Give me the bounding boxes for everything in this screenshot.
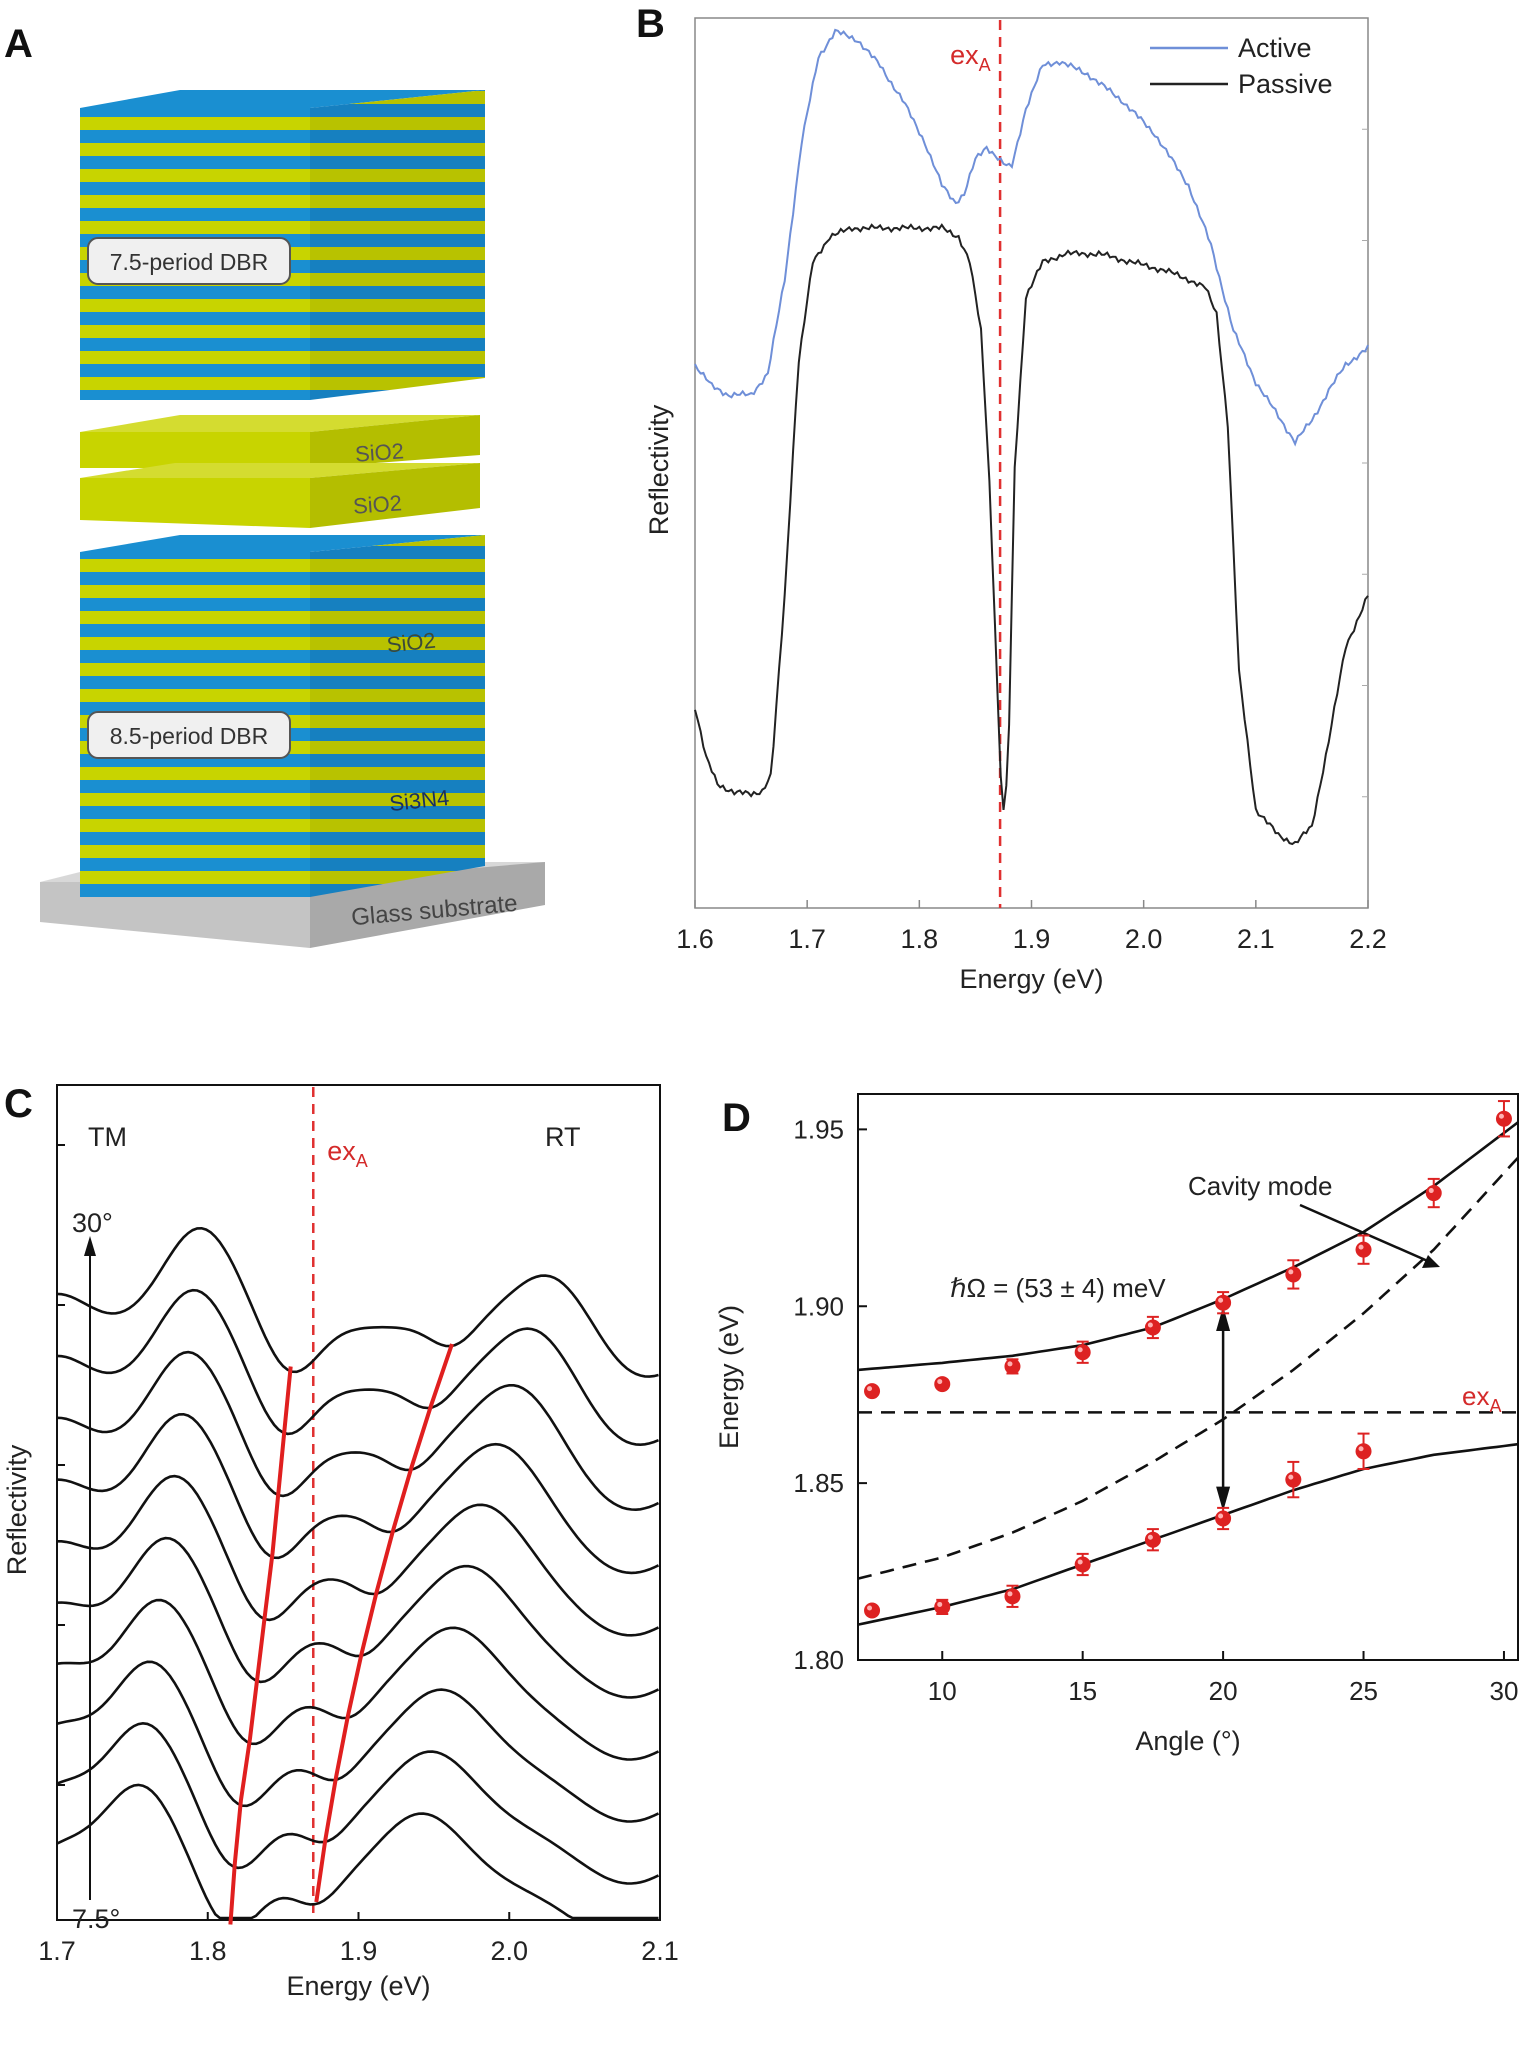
panel-d-letter: D [722, 1096, 751, 1140]
panel-b-letter: B [636, 2, 665, 46]
spacer-layers [80, 415, 480, 528]
panel-a-letter: A [4, 22, 33, 66]
spacer-upper-label: SiO2 [354, 438, 405, 466]
bottom-dbr-label: 8.5-period DBR [110, 723, 269, 749]
sio2-layer-label: SiO2 [386, 628, 437, 658]
bottom-dbr-label-box [87, 711, 291, 759]
si3n4-layer-label: Si3N4 [388, 785, 450, 816]
spacer-lower-label: SiO2 [352, 490, 403, 518]
top-dbr-label-box [87, 237, 291, 285]
panel-c-letter: C [4, 1082, 33, 1126]
top-dbr-label: 7.5-period DBR [110, 249, 269, 275]
